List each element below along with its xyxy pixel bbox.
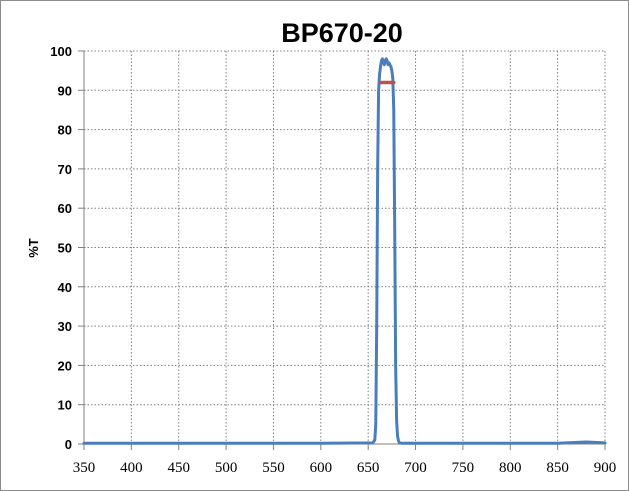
x-tick-label: 900 xyxy=(594,460,617,476)
x-tick-label: 500 xyxy=(215,460,238,476)
y-tick-label: 70 xyxy=(58,162,72,177)
x-tick-label: 800 xyxy=(499,460,522,476)
x-tick-label: 550 xyxy=(262,460,285,476)
y-tick-label: 80 xyxy=(58,123,72,138)
y-axis-label: %T xyxy=(26,238,41,258)
x-tick-label: 600 xyxy=(310,460,333,476)
y-tick-label: 10 xyxy=(58,398,72,413)
y-tick-label: 50 xyxy=(58,241,72,256)
grid-layer xyxy=(84,50,606,444)
x-tick-label: 750 xyxy=(452,460,475,476)
y-tick-label: 40 xyxy=(58,280,72,295)
x-tick-label: 850 xyxy=(546,460,569,476)
y-tick-label: 20 xyxy=(58,358,72,373)
x-tick-label: 450 xyxy=(167,460,190,476)
x-tick-label: 700 xyxy=(404,460,427,476)
x-tick-label: 650 xyxy=(357,460,380,476)
y-tick-label: 100 xyxy=(50,44,72,59)
tick-label-layer: 0 10 20 30 40 50 60 70 80 90 100 350 400 450 500 550 600… xyxy=(50,44,616,476)
y-tick-label: 0 xyxy=(65,437,72,452)
transmission-curve xyxy=(82,57,607,445)
chart-title: BP670-20 xyxy=(281,18,403,48)
y-tick-label: 90 xyxy=(58,83,72,98)
x-tick-label: 400 xyxy=(120,460,143,476)
y-tick-label: 30 xyxy=(58,319,72,334)
series-layer xyxy=(82,57,607,445)
axis-layer xyxy=(78,50,606,450)
y-tick-label: 60 xyxy=(58,201,72,216)
x-tick-label: 350 xyxy=(73,460,96,476)
